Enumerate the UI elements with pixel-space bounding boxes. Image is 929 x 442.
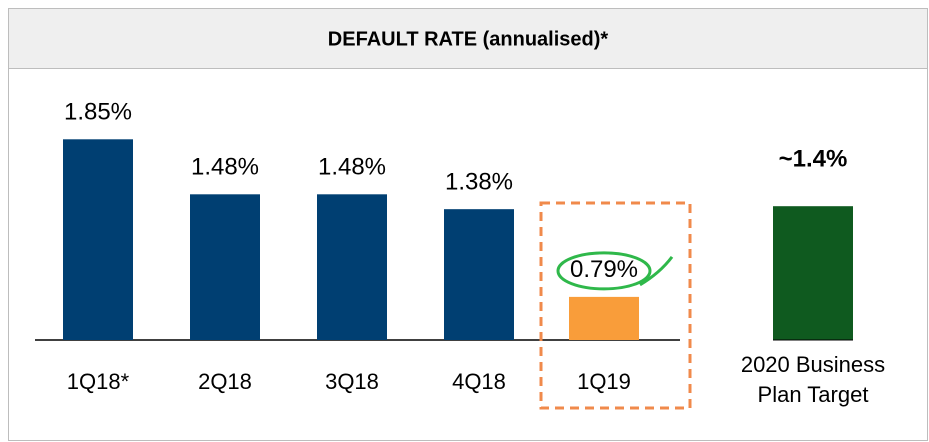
header-band <box>8 8 928 69</box>
target-label-box: 2020 Business Plan Target <box>740 352 886 407</box>
value-label: 1.48% <box>191 154 259 181</box>
highlight-circle <box>556 251 652 291</box>
bar <box>569 296 639 340</box>
bar <box>444 209 514 340</box>
value-label: 0.79% <box>570 256 638 283</box>
bar <box>317 194 387 340</box>
value-label: 1.48% <box>318 154 386 181</box>
x-tick-label: 3Q18 <box>325 369 379 394</box>
value-label: 1.38% <box>445 169 513 196</box>
bar <box>773 206 853 340</box>
x-tick-label: 2Q18 <box>198 369 252 394</box>
highlight-box <box>539 201 692 410</box>
chart-title: DEFAULT RATE (annualised)* <box>328 28 609 50</box>
value-label: 1.85% <box>64 99 132 126</box>
x-tick-label: 4Q18 <box>452 369 506 394</box>
bar <box>190 194 260 340</box>
target-label: 2020 Business Plan Target <box>740 352 886 407</box>
x-tick-label: 1Q18* <box>67 369 130 394</box>
target-value-label: ~1.4% <box>779 145 848 172</box>
x-tick-label: 1Q19 <box>577 369 631 394</box>
highlight-tick <box>639 255 674 287</box>
bar <box>63 139 133 340</box>
